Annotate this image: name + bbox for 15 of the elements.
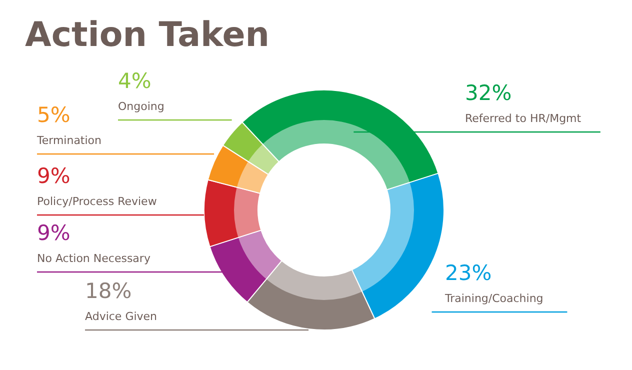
data-label: 32% [465,81,512,105]
data-label: 9% [37,164,70,188]
slice-label: No Action Necessary [37,252,151,265]
data-label: 9% [37,221,70,245]
data-label: 5% [37,103,70,127]
slice-label: Referred to HR/Mgmt [465,112,582,125]
slice-label: Advice Given [85,310,158,323]
slice-label: Ongoing [118,100,164,113]
slice-label: Policy/Process Review [37,195,157,208]
chart-title: Action Taken [25,15,270,55]
slice-label: Termination [36,134,102,147]
slice-label: Training/Coaching [444,292,544,305]
data-label: 23% [445,261,492,285]
data-label: 18% [85,279,132,303]
data-label: 4% [118,69,152,93]
